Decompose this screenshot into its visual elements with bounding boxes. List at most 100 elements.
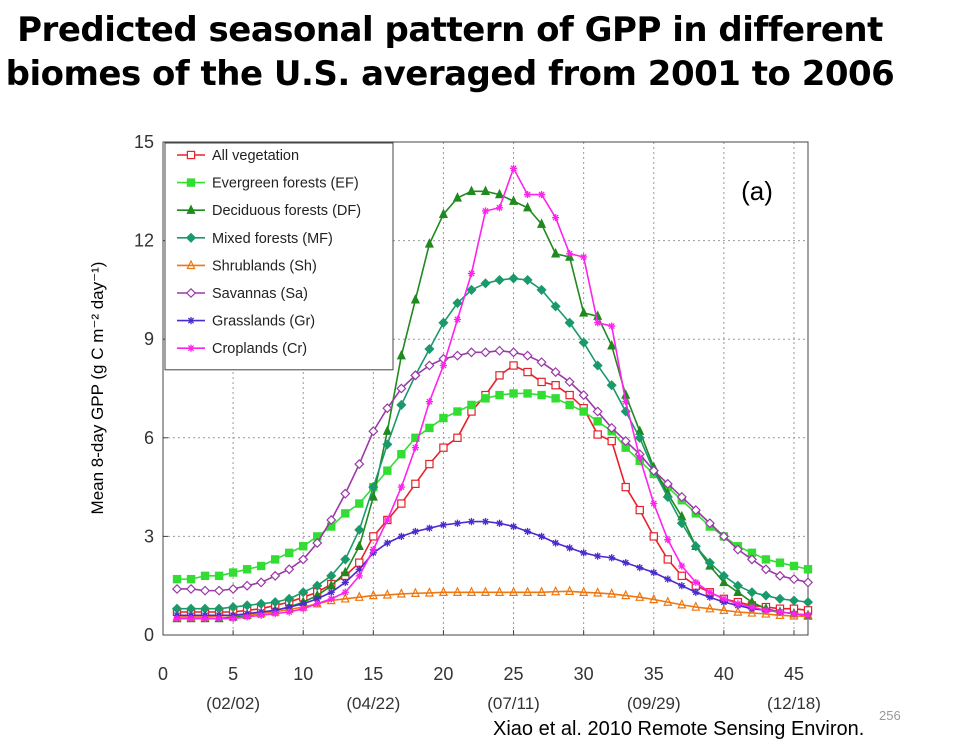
data-point bbox=[760, 590, 771, 601]
data-point bbox=[718, 531, 729, 542]
data-point bbox=[537, 532, 546, 540]
data-point bbox=[396, 383, 407, 394]
data-point bbox=[690, 541, 701, 552]
data-point bbox=[186, 574, 196, 584]
data-point bbox=[522, 350, 533, 361]
x-tick-label: 10 bbox=[293, 664, 313, 684]
data-point bbox=[285, 603, 293, 611]
data-point bbox=[704, 557, 715, 568]
data-point bbox=[592, 360, 603, 371]
data-point bbox=[690, 505, 701, 516]
data-point bbox=[719, 604, 729, 615]
data-point bbox=[453, 519, 462, 527]
data-point bbox=[466, 284, 477, 295]
data-point bbox=[788, 574, 800, 585]
data-point bbox=[566, 544, 574, 552]
data-point bbox=[354, 540, 364, 550]
data-point bbox=[663, 596, 673, 606]
data-point bbox=[789, 561, 799, 571]
data-point bbox=[355, 499, 364, 508]
data-point bbox=[243, 613, 251, 621]
legend-marker bbox=[186, 150, 196, 160]
data-point bbox=[425, 459, 434, 469]
data-point bbox=[494, 586, 505, 596]
data-point bbox=[760, 564, 771, 575]
data-point bbox=[565, 390, 574, 400]
citation: Xiao et al. 2010 Remote Sensing Environ. bbox=[493, 718, 865, 740]
data-point bbox=[804, 611, 812, 619]
legend-label: All vegetation bbox=[212, 148, 299, 164]
data-point bbox=[509, 361, 518, 370]
data-point bbox=[746, 587, 757, 598]
data-point bbox=[551, 247, 561, 258]
data-point bbox=[579, 586, 589, 596]
data-point bbox=[172, 574, 182, 584]
legend-label: Savannas (Sa) bbox=[212, 286, 308, 302]
legend-item: Evergreen forests (EF) bbox=[177, 176, 359, 192]
data-point bbox=[438, 317, 449, 328]
data-point bbox=[523, 586, 533, 596]
data-point bbox=[649, 593, 659, 604]
data-point bbox=[705, 602, 715, 613]
data-point bbox=[608, 322, 616, 330]
data-point bbox=[382, 589, 392, 599]
data-point bbox=[312, 537, 323, 549]
data-point bbox=[578, 390, 589, 401]
data-point bbox=[257, 611, 265, 619]
data-point bbox=[355, 565, 363, 573]
data-point bbox=[719, 576, 729, 587]
data-point bbox=[523, 389, 532, 398]
data-point bbox=[664, 575, 672, 583]
data-point bbox=[382, 439, 393, 450]
x-date-label: (09/29) bbox=[627, 694, 681, 713]
data-point bbox=[424, 587, 434, 597]
data-point bbox=[467, 400, 476, 410]
data-point bbox=[396, 399, 407, 410]
data-point bbox=[677, 571, 687, 581]
data-point bbox=[636, 564, 644, 572]
data-point bbox=[495, 519, 504, 527]
data-point bbox=[480, 278, 491, 289]
data-point bbox=[733, 606, 743, 616]
data-point bbox=[802, 597, 814, 608]
data-point bbox=[550, 301, 561, 312]
data-point bbox=[803, 565, 813, 574]
data-point bbox=[494, 274, 505, 286]
series-croplands-cr bbox=[173, 164, 812, 623]
data-point bbox=[664, 536, 672, 544]
data-point bbox=[368, 491, 378, 501]
data-point bbox=[509, 522, 518, 531]
data-point bbox=[425, 524, 434, 532]
legend: All vegetation Evergreen forests (EF) Deci… bbox=[164, 142, 394, 371]
x-tick-label: 15 bbox=[363, 664, 383, 684]
data-point bbox=[676, 491, 687, 503]
data-point bbox=[299, 605, 307, 613]
data-point bbox=[622, 398, 630, 406]
legend-item: Mixed forests (MF) bbox=[177, 231, 333, 247]
data-point bbox=[452, 297, 463, 309]
data-point bbox=[537, 190, 546, 199]
panel-label: (a) bbox=[741, 176, 773, 206]
series-line bbox=[177, 392, 809, 580]
legend-marker bbox=[187, 317, 195, 325]
slide-title: Predicted seasonal pattern of GPP in dif… bbox=[0, 8, 900, 96]
data-point bbox=[523, 367, 532, 377]
data-point bbox=[564, 317, 575, 328]
data-point bbox=[411, 479, 420, 489]
data-point bbox=[480, 347, 491, 358]
y-tick-label: 6 bbox=[144, 428, 154, 448]
data-point bbox=[439, 361, 448, 370]
data-point bbox=[762, 606, 770, 614]
data-point bbox=[564, 376, 575, 387]
data-point bbox=[495, 371, 504, 380]
x-date-label: (04/22) bbox=[346, 694, 400, 713]
title-line-1: Predicted seasonal pattern of GPP in dif… bbox=[17, 10, 883, 50]
data-point bbox=[466, 586, 477, 596]
data-point bbox=[340, 566, 350, 577]
data-point bbox=[608, 554, 616, 562]
data-point bbox=[187, 614, 195, 623]
y-tick-label: 15 bbox=[134, 132, 154, 152]
data-point bbox=[565, 400, 574, 410]
data-point bbox=[229, 614, 237, 623]
